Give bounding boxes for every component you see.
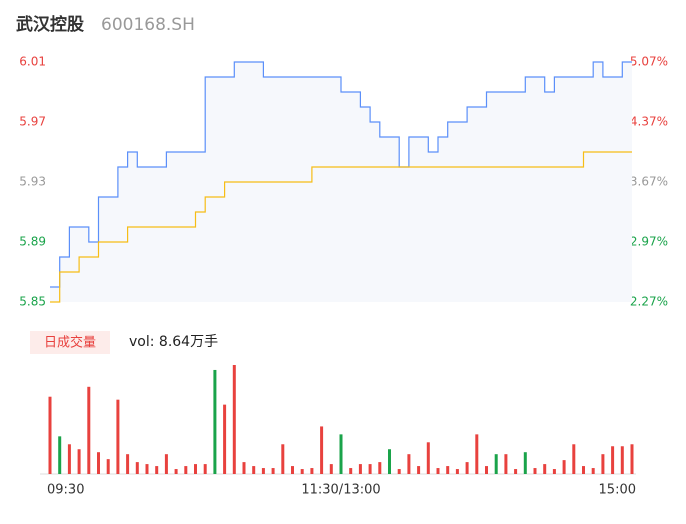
volume-bar (407, 454, 411, 474)
volume-bar (504, 454, 508, 474)
volume-tag: 日成交量 (44, 335, 96, 351)
volume-bar (465, 462, 469, 474)
volume-bar (145, 464, 149, 474)
volume-bar (97, 452, 100, 474)
volume-bar (378, 462, 382, 474)
y2-tick-label: 3.67% (630, 175, 668, 189)
volume-bar (368, 464, 372, 474)
price-area (50, 62, 632, 302)
volume-bar (291, 466, 294, 474)
stock-code: 600168.SH (101, 15, 195, 35)
volume-bar (87, 386, 91, 474)
volume-bar (339, 434, 343, 474)
volume-bar (436, 468, 440, 474)
line-price (50, 61, 632, 288)
volume-bar (349, 468, 353, 474)
volume-bar (591, 468, 595, 474)
volume-bar (58, 436, 62, 474)
y2-tick-label: 2.27% (630, 295, 668, 309)
volume-bar (485, 466, 488, 474)
volume-bar (446, 466, 450, 474)
y-tick-label: 5.89 (19, 235, 46, 249)
line-avg (50, 151, 632, 303)
volume-bar (417, 466, 421, 474)
stock-name: 武汉控股 (16, 14, 84, 35)
volume-bar (426, 442, 430, 474)
volume-bar (106, 459, 110, 474)
volume-bar (135, 462, 139, 474)
volume-bar (562, 460, 566, 474)
volume-bar (223, 404, 227, 474)
volume-bar (601, 454, 605, 474)
volume-bar (388, 449, 391, 474)
volume-bar (320, 426, 324, 474)
volume-bar (164, 454, 168, 474)
volume-bar (611, 446, 615, 474)
volume-bar (252, 466, 256, 474)
volume-bar (48, 396, 52, 474)
y2-tick-label: 5.07% (630, 55, 668, 69)
volume-bar (194, 464, 197, 474)
volume-bar (261, 468, 265, 474)
volume-bar (174, 469, 178, 474)
volume-bar (232, 365, 236, 474)
volume-summary: vol: 8.64万手 (129, 334, 218, 350)
volume-bar (213, 369, 217, 474)
volume-bar (126, 454, 130, 474)
volume-bar (552, 469, 556, 474)
volume-bar (620, 446, 624, 474)
volume-bar (300, 469, 304, 474)
volume-bar (67, 444, 71, 474)
volume-bar (271, 468, 275, 474)
y-tick-label: 5.93 (19, 175, 46, 189)
y2-tick-label: 2.97% (630, 235, 668, 249)
volume-bar (514, 469, 518, 474)
x-tick-label: 09:30 (47, 483, 84, 498)
volume-bar (116, 399, 120, 474)
volume-bar (358, 464, 362, 474)
volume-bar (242, 462, 246, 474)
x-tick-label: 11:30/13:00 (301, 483, 380, 498)
volume-bar (572, 444, 576, 474)
volume-bar (630, 444, 634, 474)
volume-bar (582, 466, 585, 474)
volume-bar (184, 466, 188, 474)
volume-bar (397, 469, 401, 474)
y-tick-label: 6.01 (19, 55, 46, 69)
volume-bar (77, 449, 81, 474)
y-tick-label: 5.85 (19, 295, 46, 309)
volume-bar (475, 434, 479, 474)
volume-bar (543, 464, 547, 474)
volume-tag-bg (30, 331, 110, 354)
volume-bar (310, 468, 314, 474)
x-tick-label: 15:00 (599, 483, 636, 498)
volume-bar (494, 454, 498, 474)
volume-bar (155, 466, 159, 474)
volume-bar (533, 468, 537, 474)
y2-tick-label: 4.37% (630, 115, 668, 129)
volume-bar (455, 469, 459, 474)
volume-bar (523, 452, 527, 474)
volume-bar (203, 464, 207, 474)
volume-bar (281, 444, 285, 474)
y-tick-label: 5.97 (19, 115, 46, 129)
volume-bar (329, 464, 333, 474)
